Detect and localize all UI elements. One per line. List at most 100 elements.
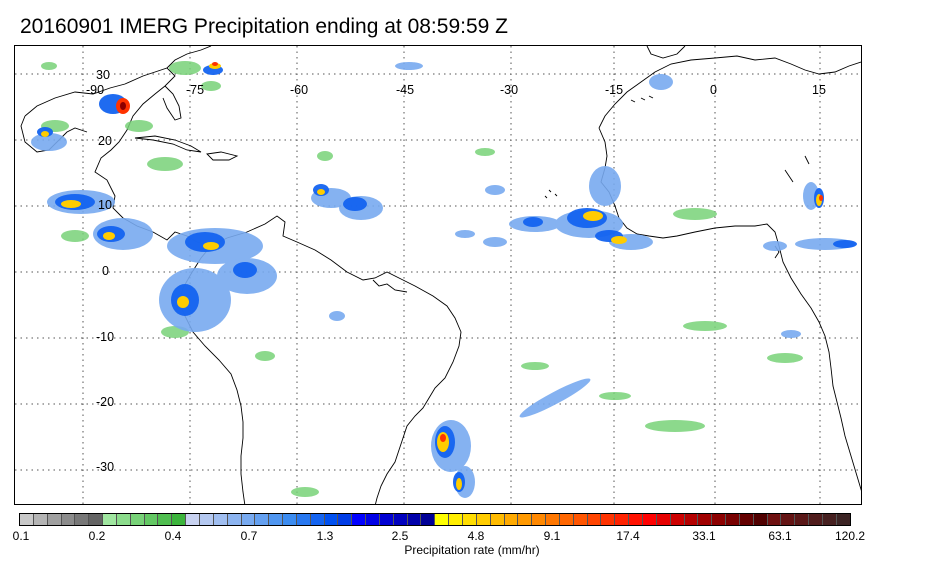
colorbar-swatch xyxy=(739,514,754,525)
colorbar-swatch xyxy=(310,514,325,525)
coastline-amazon xyxy=(372,279,408,293)
coastline-north-america xyxy=(24,67,212,247)
colorbar-swatch xyxy=(352,514,367,525)
colorbar-swatch xyxy=(546,514,560,525)
colorbar-swatch xyxy=(656,514,671,525)
colorbar-swatch xyxy=(296,514,311,525)
colorbar-swatch xyxy=(338,514,353,525)
precip-light xyxy=(41,61,803,497)
colorbar-swatch xyxy=(573,514,588,525)
colorbar-swatch xyxy=(781,514,796,525)
coastline-south-america xyxy=(210,215,462,504)
colorbar-tick-label: 4.8 xyxy=(467,529,485,543)
lat-label: 0 xyxy=(102,264,109,278)
map-canvas xyxy=(15,46,861,504)
precip-heavy xyxy=(37,65,857,492)
coastline-iberia xyxy=(646,46,686,59)
coastline-hispaniola xyxy=(206,151,239,161)
coastline-florida xyxy=(162,85,182,121)
colorbar-swatch xyxy=(269,514,284,525)
lon-label: 0 xyxy=(710,83,717,97)
colorbar-swatch xyxy=(836,514,850,525)
coastline-cape-verde xyxy=(544,189,558,199)
lon-label: -75 xyxy=(186,83,205,97)
colorbar-swatch xyxy=(61,514,76,525)
colorbar-swatch xyxy=(144,514,159,525)
colorbar-swatch xyxy=(103,514,117,525)
colorbar-swatch xyxy=(476,514,491,525)
coastline-canary xyxy=(630,95,654,103)
colorbar-swatch xyxy=(158,514,173,525)
lat-label: -20 xyxy=(96,395,115,409)
colorbar-tick-label: 0.4 xyxy=(164,529,182,543)
coastline-africa-north xyxy=(598,55,861,129)
colorbar-tick-label: 9.1 xyxy=(543,529,561,543)
colorbar-swatch xyxy=(615,514,630,525)
colorbar-swatch xyxy=(767,514,782,525)
colorbar-tick-label: 0.7 xyxy=(240,529,258,543)
lon-label: -45 xyxy=(396,83,415,97)
gridlines xyxy=(15,46,861,504)
coastlines xyxy=(20,46,861,504)
colorbar-swatch xyxy=(213,514,228,525)
colorbar-swatch xyxy=(75,514,90,525)
colorbar-swatch xyxy=(518,514,533,525)
colorbar-title: Precipitation rate (mm/hr) xyxy=(404,543,540,557)
lat-label: -30 xyxy=(96,460,115,474)
colorbar-tick-label: 17.4 xyxy=(616,529,640,543)
colorbar-swatch xyxy=(684,514,699,525)
colorbar-swatch xyxy=(629,514,643,525)
colorbar-tick-label: 0.2 xyxy=(88,529,106,543)
precipitation-map xyxy=(14,45,862,505)
colorbar-swatch xyxy=(504,514,519,525)
colorbar-swatch xyxy=(407,514,422,525)
colorbar-swatch xyxy=(89,514,104,525)
colorbar-swatch xyxy=(255,514,270,525)
lat-label: 20 xyxy=(98,134,112,148)
lon-label: 15 xyxy=(812,83,826,97)
colorbar-tick-label: 1.3 xyxy=(316,529,334,543)
colorbar-swatch xyxy=(130,514,145,525)
lat-label: 30 xyxy=(96,68,110,82)
colorbar-swatch xyxy=(587,514,602,525)
coastline-africa xyxy=(598,127,861,491)
colorbar-swatch xyxy=(393,514,408,525)
colorbar-swatch xyxy=(227,514,242,525)
colorbar-swatch xyxy=(324,514,339,525)
colorbar-swatch xyxy=(283,514,297,525)
colorbar-swatch xyxy=(559,514,574,525)
colorbar-swatch xyxy=(379,514,394,525)
colorbar-swatch xyxy=(670,514,685,525)
lat-label: 10 xyxy=(98,198,112,212)
colorbar-swatch xyxy=(241,514,256,525)
colorbar-swatch xyxy=(698,514,713,525)
colorbar-swatch xyxy=(116,514,131,525)
colorbar-swatch xyxy=(449,514,463,525)
colorbar-swatch xyxy=(186,514,200,525)
colorbar-tick-label: 63.1 xyxy=(768,529,792,543)
colorbar xyxy=(19,513,851,526)
colorbar-swatch xyxy=(753,514,768,525)
lon-label: -30 xyxy=(500,83,519,97)
colorbar-swatch xyxy=(726,514,740,525)
colorbar-tick-label: 120.2 xyxy=(834,529,866,543)
colorbar-tick-label: 0.1 xyxy=(12,529,30,543)
coastline-cuba xyxy=(134,135,202,153)
coastline-east-us xyxy=(166,46,212,69)
colorbar-swatch xyxy=(20,514,34,525)
colorbar-swatch xyxy=(532,514,547,525)
colorbar-swatch xyxy=(47,514,62,525)
colorbar-swatch xyxy=(490,514,505,525)
lon-label: -60 xyxy=(290,83,309,97)
colorbar-swatch xyxy=(199,514,214,525)
colorbar-swatch xyxy=(366,514,380,525)
precip-max xyxy=(120,102,126,110)
precipitation-field xyxy=(31,61,857,498)
colorbar-tick-label: 33.1 xyxy=(692,529,716,543)
colorbar-swatch xyxy=(172,514,187,525)
colorbar-swatch xyxy=(421,514,436,525)
colorbar-swatch xyxy=(463,514,477,525)
lon-label: -15 xyxy=(605,83,624,97)
colorbar-swatch xyxy=(642,514,657,525)
lon-label: -90 xyxy=(86,83,105,97)
